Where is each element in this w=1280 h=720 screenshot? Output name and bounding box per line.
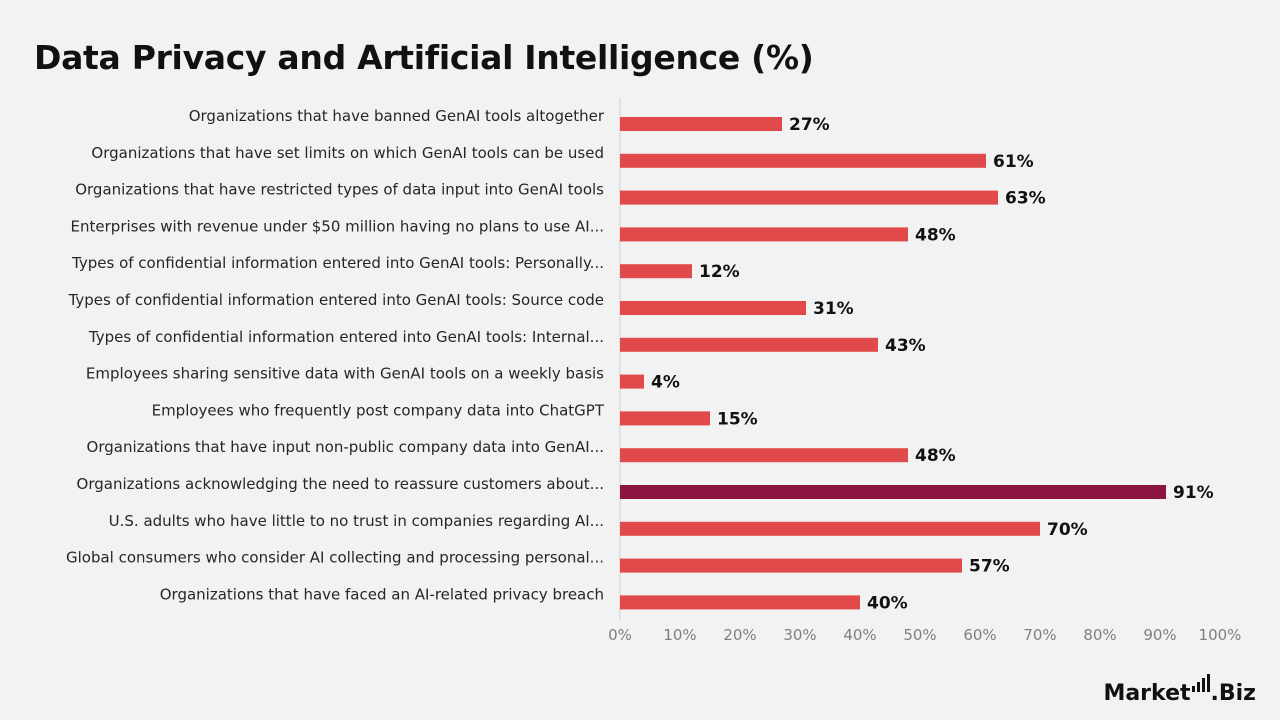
category-label: Employees who frequently post company da…	[152, 401, 605, 419]
x-tick-label: 60%	[963, 626, 996, 644]
data-label: 70%	[1047, 520, 1088, 540]
bar	[620, 448, 908, 463]
data-label: 4%	[651, 373, 680, 393]
x-tick-label: 20%	[723, 626, 756, 644]
x-tick-label: 0%	[608, 626, 632, 644]
x-tick-label: 80%	[1083, 626, 1116, 644]
brand-bars-icon	[1191, 674, 1210, 692]
x-tick-label: 70%	[1023, 626, 1056, 644]
x-tick-label: 90%	[1143, 626, 1176, 644]
category-label: Employees sharing sensitive data with Ge…	[86, 365, 604, 383]
data-label: 48%	[915, 446, 956, 466]
data-label: 61%	[993, 152, 1034, 172]
data-label: 57%	[969, 557, 1010, 577]
bar	[620, 521, 1040, 536]
bar	[620, 227, 908, 242]
data-label: 15%	[717, 409, 758, 429]
x-tick-label: 30%	[783, 626, 816, 644]
x-tick-label: 50%	[903, 626, 936, 644]
bar	[620, 117, 782, 131]
brand-name-left: Market	[1103, 681, 1191, 706]
bar	[620, 411, 710, 426]
bar	[620, 337, 878, 352]
category-label: Organizations that have restricted types…	[75, 181, 604, 199]
category-label: U.S. adults who have little to no trust …	[109, 512, 604, 530]
brand-name-right: .Biz	[1210, 681, 1256, 706]
x-tick-label: 100%	[1199, 626, 1242, 644]
category-label: Organizations that have banned GenAI too…	[189, 107, 605, 125]
chart-title: Data Privacy and Artificial Intelligence…	[34, 38, 814, 77]
bar	[620, 595, 860, 610]
data-label: 40%	[867, 593, 908, 613]
bar	[620, 264, 692, 279]
category-label: Types of confidential information entere…	[68, 291, 604, 309]
category-label: Types of confidential information entere…	[88, 328, 604, 346]
category-label: Organizations acknowledging the need to …	[77, 475, 604, 493]
bar	[620, 153, 986, 168]
data-label: 31%	[813, 299, 854, 319]
data-label: 12%	[699, 262, 740, 282]
category-label: Organizations that have set limits on wh…	[91, 144, 604, 162]
x-tick-label: 10%	[663, 626, 696, 644]
bar	[620, 558, 962, 573]
data-label: 91%	[1173, 483, 1214, 503]
brand-logo: Market .Biz	[1103, 674, 1256, 706]
x-tick-label: 40%	[843, 626, 876, 644]
category-label: Enterprises with revenue under $50 milli…	[71, 217, 604, 235]
bar	[620, 190, 998, 205]
category-label: Organizations that have input non-public…	[87, 438, 604, 456]
category-label: Organizations that have faced an AI-rela…	[160, 585, 604, 603]
category-label: Global consumers who consider AI collect…	[66, 549, 604, 567]
bar	[620, 374, 644, 389]
category-label: Types of confidential information entere…	[71, 254, 604, 272]
bar	[620, 485, 1166, 499]
data-label: 43%	[885, 336, 926, 356]
data-label: 48%	[915, 225, 956, 245]
data-label: 63%	[1005, 189, 1046, 209]
bar	[620, 301, 806, 315]
data-label: 27%	[789, 115, 830, 135]
